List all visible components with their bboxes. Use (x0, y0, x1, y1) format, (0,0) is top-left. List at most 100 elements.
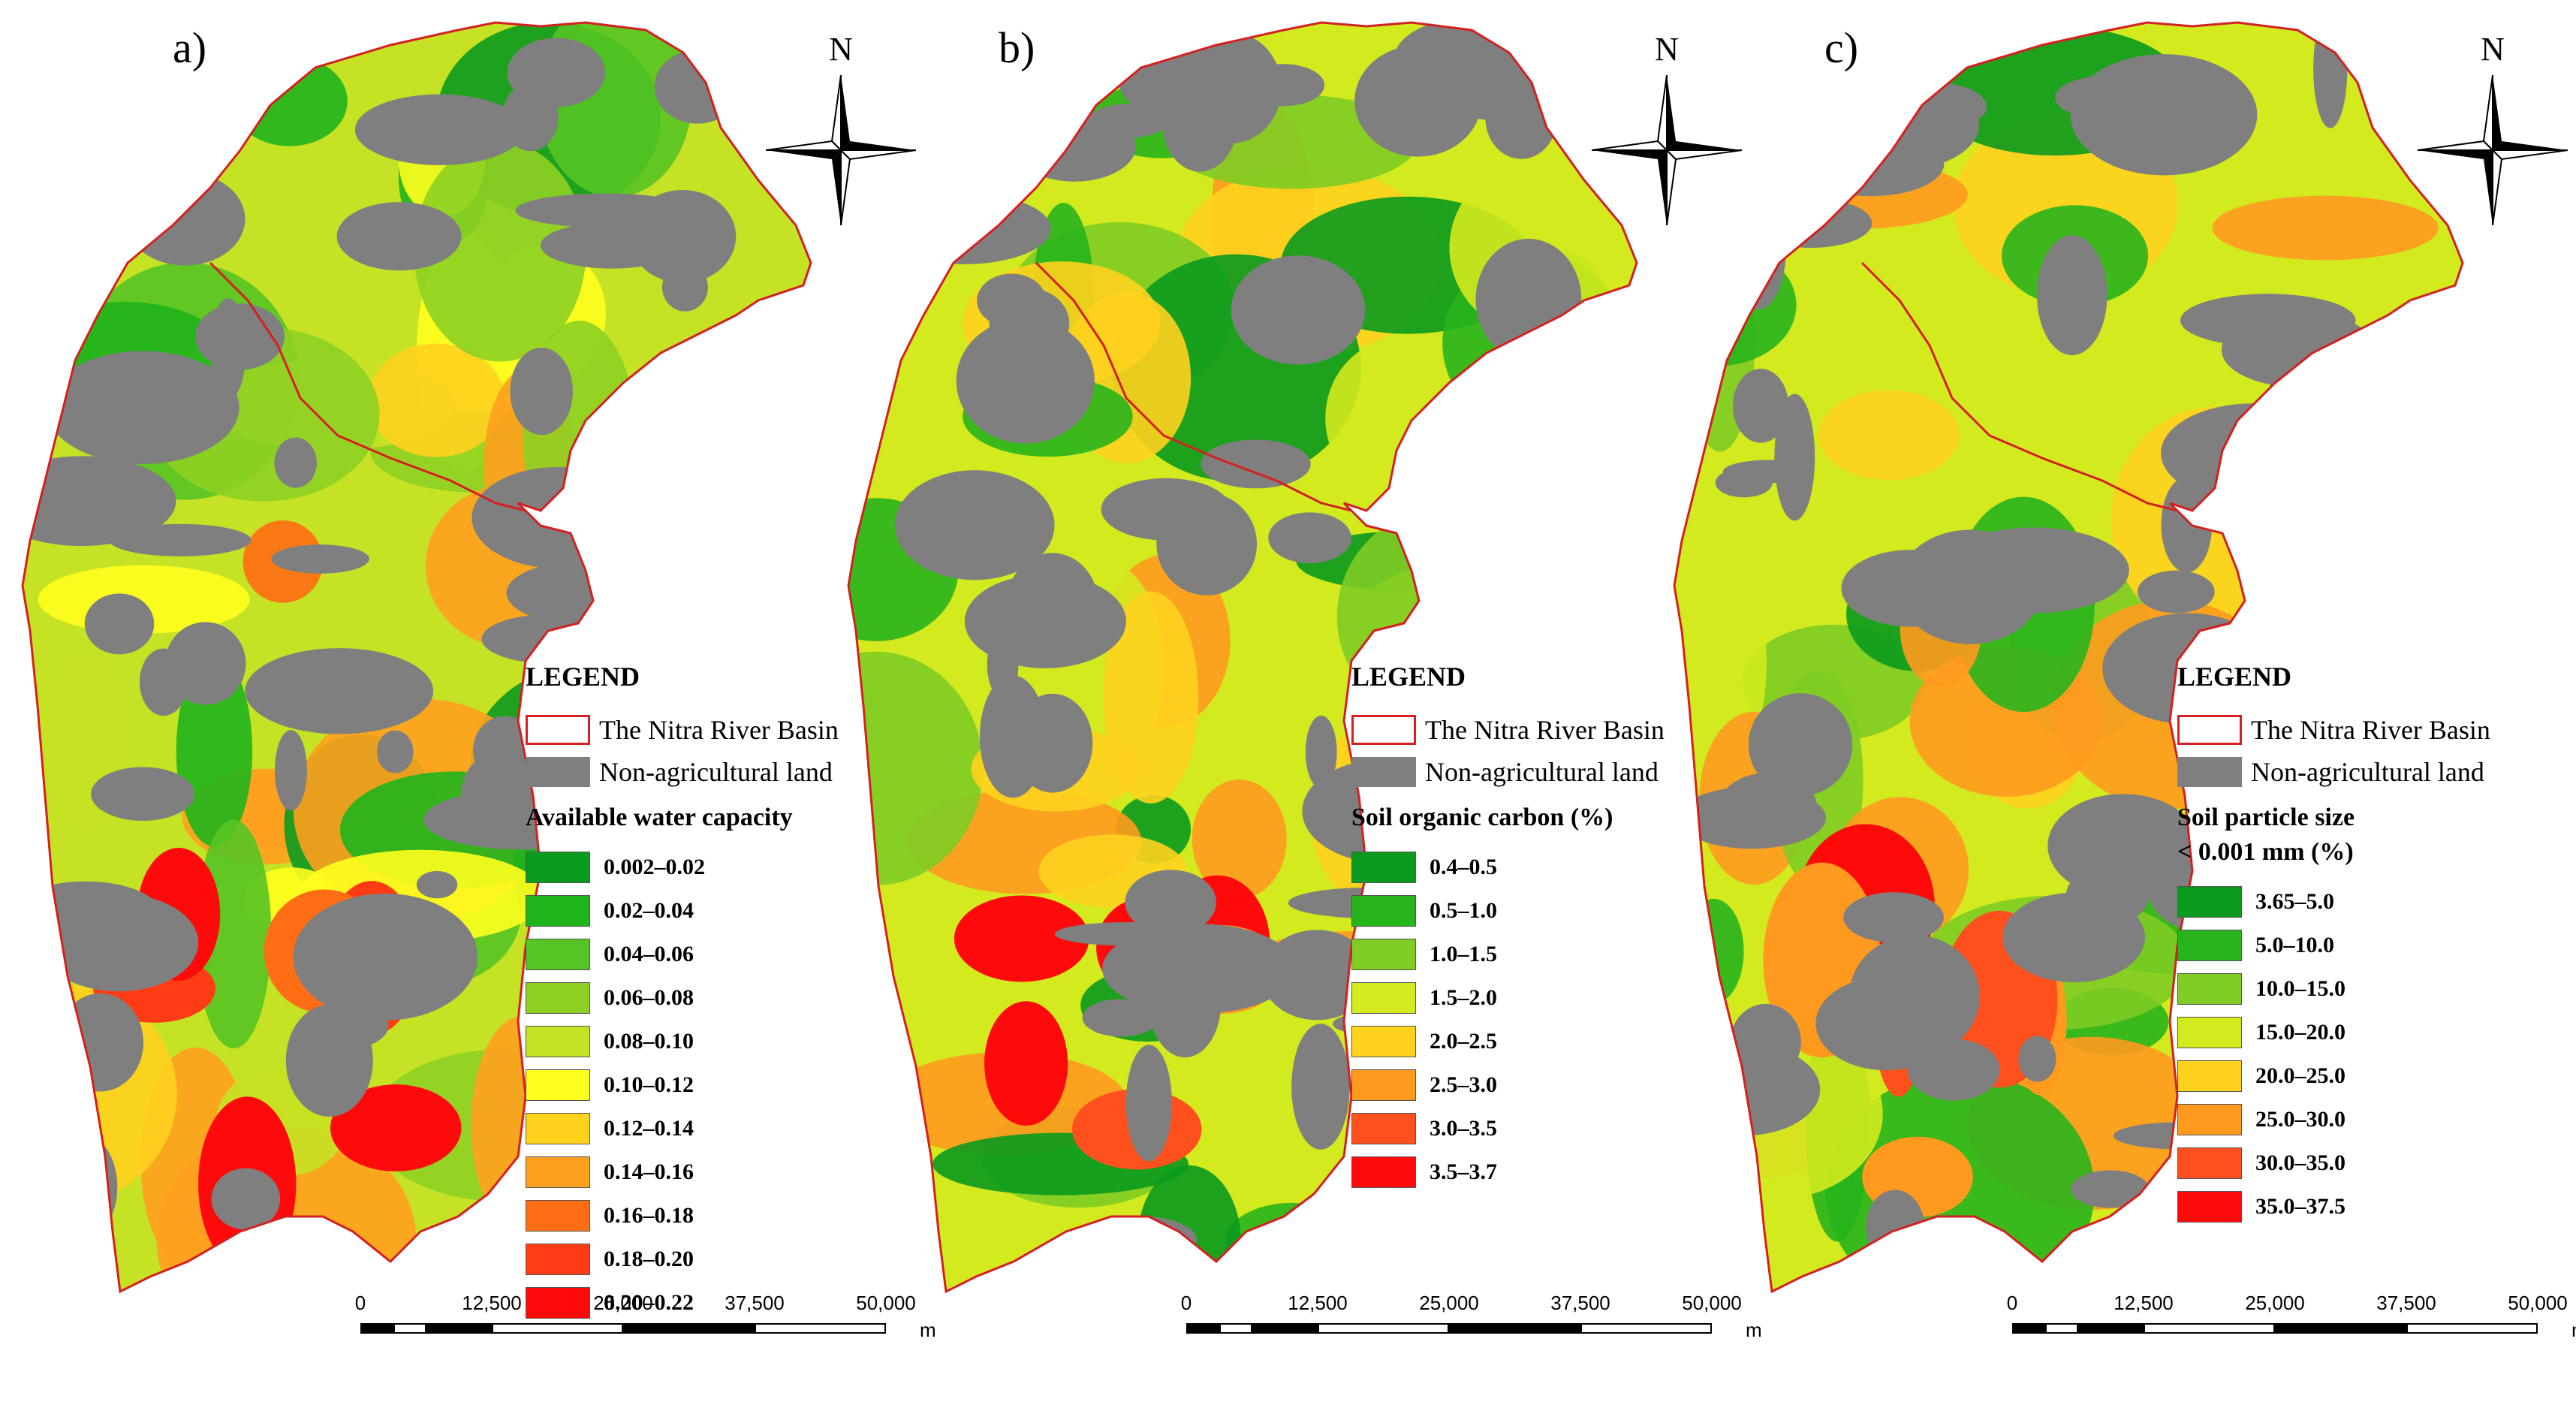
non-agricultural-area (46, 351, 240, 464)
class-label: 3.65–5.0 (2255, 889, 2334, 914)
nonag-swatch (526, 757, 590, 787)
non-agricultural-area (977, 273, 1047, 328)
legend-class-row: 3.65–5.0 (2177, 880, 2523, 924)
non-agricultural-area (1013, 110, 1136, 182)
class-swatch (1351, 1026, 1416, 1057)
north-label: N (1655, 31, 1679, 68)
basin-label: The Nitra River Basin (1425, 715, 1665, 745)
class-label: 0.14–0.16 (604, 1159, 694, 1184)
value-zone (984, 1001, 1068, 1126)
class-label: 0.4–0.5 (1430, 855, 1497, 879)
class-swatch (1351, 939, 1416, 970)
class-swatch (1351, 982, 1416, 1014)
legend: LEGEND The Nitra River Basin Non-agricultu… (526, 661, 871, 1325)
non-agricultural-area (1125, 1045, 1172, 1162)
scale-tick-label: 25,000 (2245, 1292, 2305, 1314)
non-agricultural-area (1305, 715, 1337, 789)
non-agricultural-area (274, 730, 307, 811)
value-zone (1449, 436, 1612, 603)
legend-title: LEGEND (526, 662, 640, 692)
non-agricultural-area (1815, 976, 1957, 1071)
class-swatch (526, 1069, 590, 1101)
non-agricultural-area (2018, 1036, 2056, 1082)
map-panel-a: a) N LEGEND The Nitra River Basin Non-agric… (0, 0, 936, 1405)
class-swatch (1351, 1156, 1416, 1188)
legend-class-row: 10.0–15.0 (2177, 967, 2523, 1011)
legend-variable-title: Available water capacity (526, 804, 793, 831)
non-agricultural-area (84, 593, 155, 655)
non-agricultural-area (23, 881, 161, 947)
class-swatch (526, 1113, 590, 1144)
class-label: 0.18–0.20 (604, 1247, 694, 1271)
non-agricultural-area (377, 730, 414, 773)
scale-tick-label: 25,000 (1419, 1292, 1479, 1314)
class-swatch (2177, 886, 2242, 918)
non-agricultural-area (91, 767, 195, 822)
non-agricultural-area (1749, 198, 1872, 248)
class-swatch (1351, 895, 1416, 927)
non-agricultural-area (293, 893, 478, 1021)
scale-segment (1318, 1323, 1449, 1334)
non-agricultural-area (1715, 468, 1773, 498)
scale-tick-label: 50,000 (856, 1292, 916, 1314)
scale-segment (2012, 1323, 2045, 1334)
scale-tick-label: 37,500 (725, 1292, 785, 1314)
legend-basin-row: The Nitra River Basin (1351, 709, 1697, 751)
value-zone (1706, 566, 1767, 755)
non-agricultural-area (1291, 1024, 1350, 1150)
non-agricultural-area (1231, 255, 1366, 365)
scale-segment (2144, 1323, 2275, 1334)
legend-class-row: 0.5–1.0 (1351, 889, 1697, 933)
class-label: 0.20–0.22 (604, 1290, 694, 1315)
value-zone (2212, 195, 2439, 261)
legend-class-row: 0.02–0.04 (526, 889, 871, 933)
non-agricultural-area (1012, 693, 1093, 793)
value-zone (1683, 898, 1744, 1004)
non-agricultural-area (274, 437, 317, 488)
non-agricultural-area (1268, 512, 1351, 564)
non-agricultural-area (1866, 1189, 1925, 1265)
basin-map (21, 21, 812, 1294)
value-zone (954, 895, 1089, 982)
panel-label: c) (1824, 23, 1859, 72)
non-agricultural-area (416, 870, 458, 899)
non-agricultural-area (1843, 892, 1944, 943)
non-agricultural-area (956, 318, 1095, 444)
legend-class-row: 5.0–10.0 (2177, 924, 2523, 967)
non-agricultural-area (1897, 529, 2043, 644)
legend-class-row: 0.08–0.10 (526, 1020, 871, 1063)
non-agricultural-area (472, 466, 644, 568)
non-agricultural-area (46, 1133, 118, 1241)
non-agricultural-area (2313, 23, 2348, 128)
legend-class-row: 0.10–0.12 (526, 1063, 871, 1107)
non-agricultural-area (354, 94, 525, 166)
class-label: 5.0–10.0 (2255, 933, 2334, 957)
legend-nonag-row: Non-agricultural land (526, 751, 871, 793)
non-agricultural-area (125, 172, 246, 266)
legend: LEGEND The Nitra River Basin Non-agricultu… (1351, 661, 1697, 1194)
value-zone (1225, 1202, 1359, 1283)
class-label: 0.16–0.18 (604, 1203, 694, 1228)
nonag-label: Non-agricultural land (1425, 757, 1659, 787)
class-swatch (526, 1200, 590, 1232)
class-swatch (526, 852, 590, 883)
nonag-swatch (2177, 757, 2242, 787)
class-swatch (2177, 1191, 2242, 1223)
class-swatch (526, 939, 590, 970)
value-zone (1674, 23, 1793, 195)
north-label: N (2481, 31, 2505, 68)
non-agricultural-area (1714, 111, 1792, 156)
class-label: 35.0–37.5 (2255, 1194, 2346, 1219)
scale-tick-label: 37,500 (1550, 1292, 1610, 1314)
class-swatch (1351, 1069, 1416, 1101)
non-agricultural-area (2002, 892, 2145, 983)
non-agricultural-area (1201, 439, 1311, 489)
basin-swatch (526, 715, 590, 745)
scale-segment (623, 1323, 755, 1334)
legend-class-row: 0.16–0.18 (526, 1194, 871, 1238)
non-agricultural-area (2071, 1170, 2150, 1208)
class-swatch (526, 1156, 590, 1188)
class-label: 1.5–2.0 (1430, 985, 1497, 1010)
non-agricultural-area (481, 614, 622, 664)
scale-segment (755, 1323, 886, 1334)
